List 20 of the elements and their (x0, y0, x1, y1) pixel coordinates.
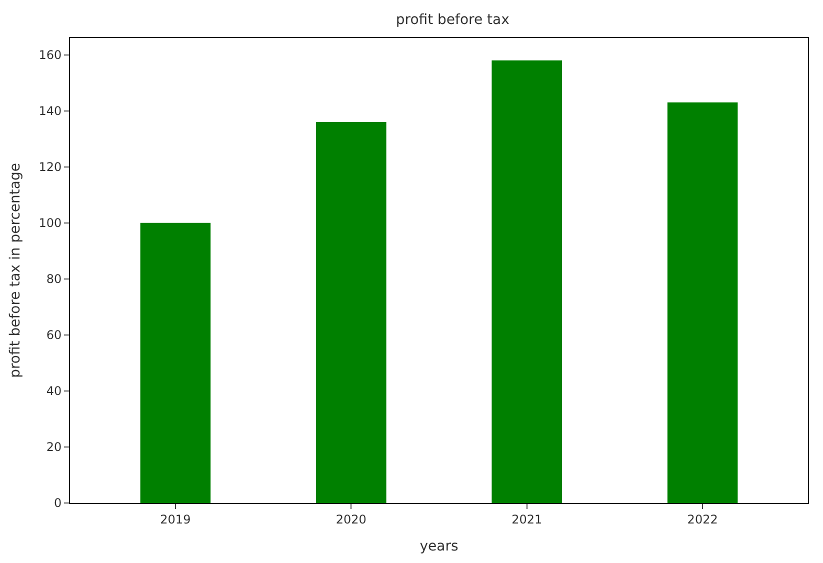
x-tick-label: 2019 (160, 512, 191, 526)
y-tick-label: 60 (46, 328, 62, 342)
bar (492, 60, 562, 503)
y-tick-label: 120 (38, 160, 62, 174)
y-tick-label: 80 (46, 272, 62, 286)
y-tick-label: 20 (46, 440, 62, 454)
bar (140, 222, 211, 503)
y-tick-label: 100 (38, 216, 62, 230)
x-tick-label: 2021 (512, 512, 542, 526)
y-tick-label: 40 (46, 384, 62, 398)
bar (316, 122, 386, 503)
x-tick-label: 2020 (336, 512, 366, 526)
bar (667, 102, 738, 503)
y-tick-label: 0 (54, 496, 62, 510)
x-tick-label: 2022 (687, 512, 718, 526)
x-axis-title: years (420, 538, 458, 555)
chart-title: profit before tax (396, 12, 510, 28)
y-tick-label: 140 (38, 104, 62, 118)
y-axis-title: profit before tax in percentage (7, 163, 24, 378)
y-tick-label: 160 (38, 48, 62, 62)
